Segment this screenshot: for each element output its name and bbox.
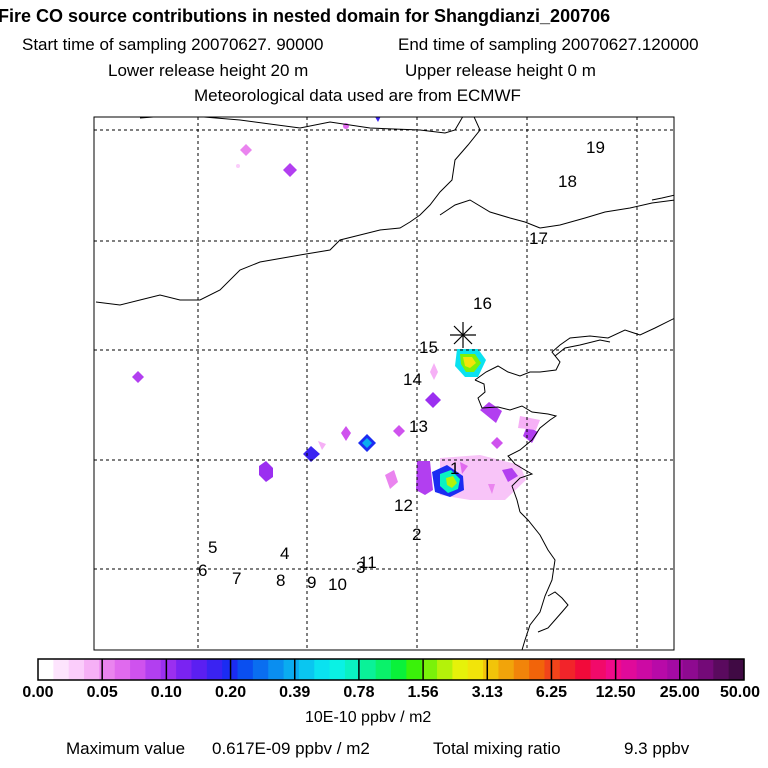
trajectory-labels: 1 2 4 5 6 7 8 9 10 11 3 12 13 14 15 16 1… xyxy=(198,138,605,594)
colorbar-tick-label: 0.10 xyxy=(150,684,182,701)
sampling-start-label: Start time of sampling 20070627. 90000 xyxy=(22,35,324,54)
concentration-cell xyxy=(491,437,503,449)
concentration-cell xyxy=(362,438,372,448)
colorbar-tick-label: 3.13 xyxy=(471,684,503,701)
map-title: Fire CO source contributions in nested d… xyxy=(0,6,611,26)
colorbar-tick-label: 0.05 xyxy=(86,684,118,701)
trajectory-label: 18 xyxy=(558,172,577,191)
met-data-label: Meteorological data used are from ECMWF xyxy=(194,86,521,105)
concentration-cell xyxy=(416,461,433,495)
trajectory-label: 11 xyxy=(359,553,377,572)
trajectory-label: 17 xyxy=(529,229,548,248)
trajectory-label: 2 xyxy=(412,525,421,544)
total-mixing-label: Total mixing ratio xyxy=(433,739,561,758)
concentration-cell xyxy=(488,484,495,494)
trajectory-label: 7 xyxy=(232,569,241,588)
concentration-cell xyxy=(393,425,405,437)
trajectory-label: 13 xyxy=(409,417,428,436)
concentration-cell xyxy=(430,363,438,380)
concentration-cell xyxy=(240,144,252,156)
trajectory-label: 4 xyxy=(280,544,289,563)
colorbar-tick-label: 12.50 xyxy=(595,684,636,701)
trajectory-label: 12 xyxy=(394,496,413,515)
concentration-cell xyxy=(375,117,381,122)
concentration-cell xyxy=(502,468,518,482)
map-frame xyxy=(93,116,675,651)
concentration-cell xyxy=(480,402,502,423)
concentration-field xyxy=(132,117,540,500)
concentration-cell xyxy=(518,416,540,430)
max-value: 0.617E-09 ppbv / m2 xyxy=(212,739,370,758)
concentration-cell xyxy=(385,470,398,489)
map-gridlines xyxy=(94,117,674,650)
colorbar-tick-label: 1.56 xyxy=(407,684,439,701)
colorbar-tick-label: 0.00 xyxy=(22,684,54,701)
trajectory-label: 9 xyxy=(307,573,316,592)
concentration-cell xyxy=(132,371,144,383)
concentration-cell xyxy=(259,461,273,482)
concentration-cell xyxy=(341,426,351,441)
colorbar-tick-label: 50.00 xyxy=(719,684,761,701)
colorbar-tick-label: 6.25 xyxy=(535,684,568,701)
concentration-cell xyxy=(236,164,240,168)
max-value-label: Maximum value xyxy=(66,739,186,758)
station-star-icon xyxy=(450,322,476,348)
colorbar-tick-label: 0.78 xyxy=(343,684,375,701)
concentration-cell xyxy=(460,462,468,474)
trajectory-label: 10 xyxy=(328,575,347,594)
colorbar-tick-label: 0.39 xyxy=(279,684,311,701)
sampling-end-label: End time of sampling 20070627.120000 xyxy=(398,35,699,54)
trajectory-label: 16 xyxy=(473,294,492,313)
trajectory-label: 5 xyxy=(208,538,217,557)
trajectory-label: 3 xyxy=(356,558,365,577)
trajectory-label: 19 xyxy=(586,138,605,157)
coastline xyxy=(95,117,674,650)
map-plot-area: 1 2 4 5 6 7 8 9 10 11 3 12 13 14 15 16 1… xyxy=(94,117,674,650)
colorbar-tick-label: 0.20 xyxy=(214,684,247,701)
concentration-cell xyxy=(318,441,326,450)
concentration-cell xyxy=(446,476,457,488)
concentration-cell xyxy=(425,392,441,408)
release-upper-label: Upper release height 0 m xyxy=(405,61,596,80)
colorbar-units: 10E-10 ppbv / m2 xyxy=(305,709,432,726)
release-lower-label: Lower release height 20 m xyxy=(108,61,309,80)
concentration-cell xyxy=(283,163,297,177)
trajectory-label: 15 xyxy=(419,338,438,357)
trajectory-label: 8 xyxy=(276,571,285,590)
colorbar-tick-label: 25.00 xyxy=(659,684,700,701)
total-mixing-value: 9.3 ppbv xyxy=(624,739,690,758)
trajectory-label: 14 xyxy=(403,370,422,389)
trajectory-label: 6 xyxy=(198,561,207,580)
trajectory-label: 1 xyxy=(450,459,459,478)
concentration-cell xyxy=(463,357,476,368)
